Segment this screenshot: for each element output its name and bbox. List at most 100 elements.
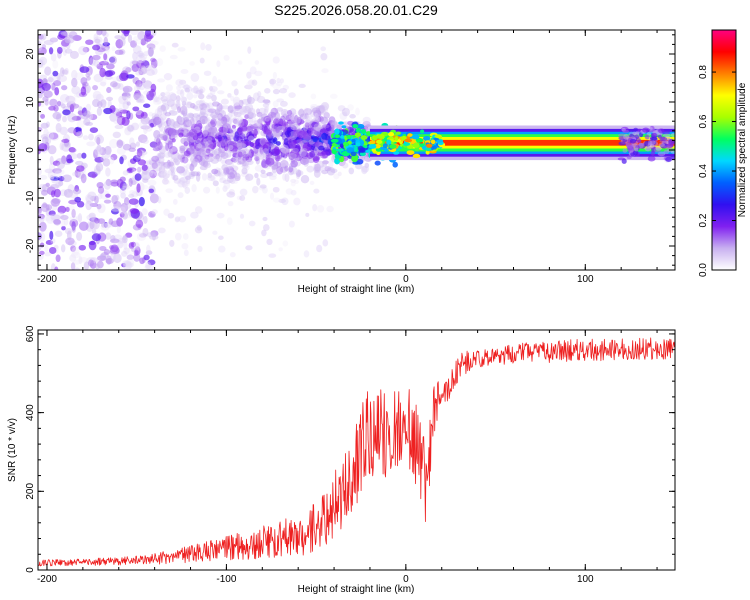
heatmap-cell [221,159,226,166]
heatmap-cell [124,126,132,136]
heatmap-cell [341,162,349,169]
y-tick-label: 10 [25,96,36,108]
heatmap-cell [82,135,89,140]
colorbar-gradient [711,29,737,271]
heatmap-cell [291,147,299,153]
heatmap-cell [38,157,42,164]
heatmap-cell [186,101,193,109]
heatmap-cell [195,87,200,97]
heatmap-cell [226,191,236,198]
heatmap-cell [125,67,132,73]
heatmap-cell [670,132,675,138]
heatmap-cell [126,259,135,266]
heatmap-cell [342,111,348,117]
heatmap-cell [237,120,245,128]
heatmap-cell [140,125,151,130]
heatmap-cell [48,247,57,254]
heatmap-cell [361,165,370,173]
heatmap-cell [109,112,117,122]
heatmap-cell [154,108,163,116]
heatmap-cell [38,214,45,224]
heatmap-cell [176,85,181,91]
heatmap-cell [245,245,253,251]
heatmap-cell [355,107,360,116]
heatmap-cell [176,95,181,102]
heatmap-cell [100,99,107,108]
heatmap-cell [99,81,107,87]
heatmap-cell [347,104,354,111]
heatmap-cell [212,180,219,187]
heatmap-cell [40,113,46,119]
colorbar-ticks: 0.0 0.2 0.4 0.6 0.8 [698,65,736,277]
heatmap-cell [208,85,214,92]
heatmap-cell [151,231,157,241]
heatmap-cell [110,179,118,184]
heatmap-cell [210,175,216,182]
heatmap-cell [128,193,135,198]
heatmap-cell [52,59,59,69]
heatmap-cell [227,93,232,98]
heatmap-cell [346,147,355,154]
heatmap-cell [182,181,189,189]
heatmap-cell [94,217,100,224]
heatmap-cell [321,103,329,108]
heatmap-cell [100,223,111,229]
x-tick-label: 0 [403,274,409,285]
heatmap-cell [246,152,253,157]
heatmap-cell [181,180,187,188]
heatmap-cell [45,121,51,128]
heatmap-cell [72,188,82,195]
heatmap-cell [168,91,176,101]
heatmap-cell [85,114,92,123]
heatmap-cells [38,30,675,270]
heatmap-cell [76,165,85,172]
heatmap-cell [217,112,224,121]
heatmap-cell [147,64,155,70]
figure-title: S225.2026.058.20.01.C29 [274,2,438,18]
heatmap-cell [76,201,85,208]
heatmap-cell [202,107,209,113]
heatmap-cell [204,117,210,125]
heatmap-cell [663,149,670,155]
heatmap-cell [53,79,62,87]
heatmap-cell [103,221,109,228]
heatmap-cell [189,61,195,66]
heatmap-cell [131,60,139,65]
heatmap-cell [117,206,126,215]
heatmap-cell [195,100,204,106]
heatmap-cell [44,214,51,222]
heatmap-cell [179,176,189,183]
heatmap-cell [341,125,347,129]
heatmap-cell [213,155,218,160]
heatmap-cell [623,133,630,140]
heatmap-cell [57,75,68,82]
heatmap-cell [59,142,64,151]
heatmap-cell [122,260,132,270]
heatmap-cell [93,149,98,159]
heatmap-cell [53,105,59,112]
heatmap-cell [174,216,181,222]
heatmap-cell [71,86,81,95]
heatmap-cell [334,128,340,135]
heatmap-cell [61,226,66,231]
heatmap-cell [186,120,195,127]
heatmap-cell [183,83,190,92]
heatmap-cell [118,101,125,110]
heatmap-cell [49,98,58,107]
heatmap-cell [177,83,186,89]
heatmap-cell [211,94,217,102]
heatmap-cell [389,144,397,149]
heatmap-cell [123,247,130,255]
heatmap-cell [183,249,189,257]
heatmap-cell [128,178,133,187]
heatmap-cell [139,121,147,129]
heatmap-cell [336,124,343,130]
heatmap-cell [138,52,145,59]
heatmap-cell [218,126,227,133]
heatmap-cell [330,138,339,143]
heatmap-cell [322,160,329,165]
heatmap-cell [38,41,43,52]
heatmap-cell [38,231,46,242]
heatmap-cell [241,172,249,178]
